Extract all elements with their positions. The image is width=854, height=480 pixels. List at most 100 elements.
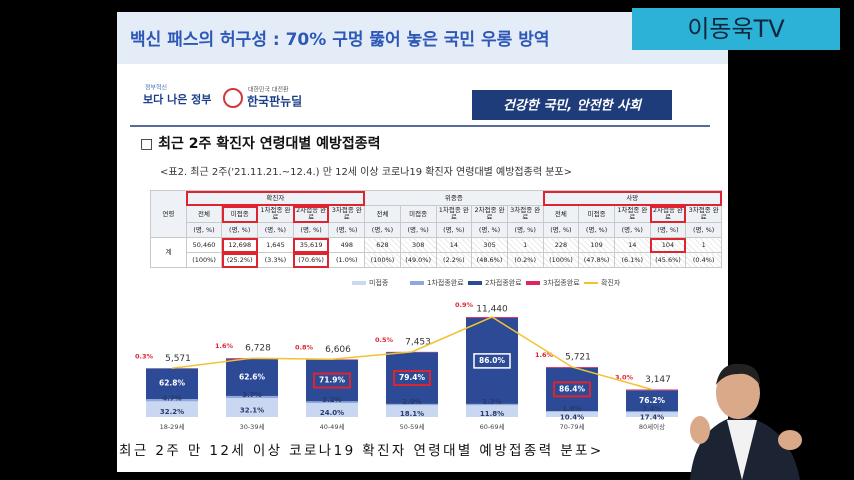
column-header: 전체 — [185, 205, 223, 223]
data-label: 3.0% — [615, 373, 634, 381]
count: 35,619 — [292, 237, 330, 253]
bar-segment — [386, 403, 438, 406]
data-label: 1.3% — [482, 398, 501, 406]
unit: (명, %) — [578, 222, 615, 238]
bar-segment — [146, 401, 198, 417]
total-label: 6,728 — [245, 344, 271, 354]
legend-swatch — [526, 281, 540, 285]
bar-segment — [546, 410, 598, 412]
legend-swatch — [352, 281, 366, 285]
section-title: □ 최근 2주 확진자 연령대별 예방접종력 — [140, 135, 381, 152]
channel: 이동욱TV — [687, 15, 785, 43]
unit: (명, %) — [649, 222, 687, 238]
data-table: 연령 확진자 위중증 사망 전체 미접종 1차접종 완료 2차접종 완료 3차접종 완료 전체 미접… — [150, 190, 723, 268]
count: 1,645 — [257, 237, 294, 253]
unit: (명, %) — [613, 222, 651, 238]
bar-segment — [386, 405, 438, 417]
unit: (명, %) — [542, 222, 580, 238]
column-header: 3차접종 완료 — [328, 205, 366, 223]
footer-bg — [117, 437, 657, 465]
data-label: 2.0% — [402, 398, 421, 406]
count: 104 — [649, 237, 687, 253]
legend-label: 2차접종완료 — [485, 278, 522, 287]
x-tick-label: 70-79세 — [560, 422, 585, 431]
data-label: 0.8% — [295, 343, 314, 351]
bar-segment — [626, 390, 678, 412]
bar-segment — [626, 411, 678, 413]
presenter-hand — [778, 430, 802, 450]
caption: <표2. 최근 2주('21.11.21.~12.4.) 만 12세 이상 코로… — [160, 166, 572, 178]
legend-label: 1차접종완료 — [427, 278, 464, 287]
data-label: 1.6% — [535, 351, 554, 359]
table-row: (명, %) (명, %) (명, %) (명, %) (명, %) (명, %) (명, … — [151, 222, 722, 238]
bar-segment — [546, 411, 598, 417]
count: 14 — [435, 237, 473, 253]
count: 628 — [364, 237, 401, 253]
column-header: 전체 — [542, 205, 580, 223]
data-label: 1.6% — [562, 405, 581, 413]
logo-small: 정부혁신 — [145, 84, 167, 92]
highlight-box — [313, 372, 351, 389]
x-tick-label: 30-39세 — [240, 422, 265, 431]
unit: (명, %) — [364, 222, 401, 238]
slogan-band — [472, 90, 672, 120]
bar-segment — [626, 389, 678, 391]
total-label: 7,453 — [405, 337, 431, 347]
bar-segment — [146, 399, 198, 402]
age-header: 연령 — [150, 190, 187, 238]
data-label: 86.0% — [479, 356, 506, 365]
presenter-head — [716, 367, 760, 419]
table-row: 연령 확진자 위중증 사망 — [150, 190, 723, 238]
data-label: 71.9% — [319, 376, 346, 385]
total-label: 5,571 — [165, 354, 191, 364]
share: (0.4%) — [685, 252, 722, 268]
data-label: 32.1% — [240, 407, 264, 415]
share: (3.3%) — [257, 252, 294, 268]
group-header: 확진자 — [185, 190, 366, 206]
data-label: 3.4% — [642, 405, 661, 413]
count: 14 — [613, 237, 651, 253]
unit: (명, %) — [435, 222, 473, 238]
column-header: 3차접종 완료 — [685, 205, 722, 223]
column-header: 1차접종 완료 — [435, 205, 473, 223]
table-row: 계 50,460 12,698 1,645 35,619 498 628 308 14 305 1 2… — [150, 237, 722, 268]
share: (45.6%) — [649, 252, 687, 268]
highlight-box — [553, 381, 591, 398]
count: 1 — [506, 237, 544, 253]
count: 305 — [471, 237, 508, 253]
x-tick-label: 40-49세 — [320, 422, 345, 431]
group-header: 사망 — [542, 190, 723, 206]
footer-caption: 최근 2주 만 12세 이상 코로나19 확진자 연령대별 예방접종력 분포> — [119, 443, 604, 459]
unit: (명, %) — [257, 222, 294, 238]
share: (100%) — [185, 252, 223, 268]
presenter-shirt — [727, 420, 757, 480]
logo: 보다 나은 정부 — [143, 92, 211, 106]
total-label: 6,606 — [325, 345, 351, 355]
x-tick-label: 60-69세 — [480, 422, 505, 431]
logo-small: 대한민국 대전환 — [248, 86, 289, 94]
bar-segment — [226, 398, 278, 417]
share: (70.6%) — [292, 252, 330, 268]
legend-swatch — [468, 281, 482, 285]
share: (6.1%) — [613, 252, 651, 268]
x-tick-label: 18-29세 — [160, 422, 185, 431]
data-label: 11.8% — [480, 410, 504, 418]
unit: (명, %) — [221, 222, 259, 238]
data-label: 18.1% — [400, 410, 424, 418]
presenter-hair — [716, 363, 760, 385]
logo: 한국판뉴딜 — [247, 94, 302, 109]
share: (2.2%) — [435, 252, 473, 268]
channel-box — [632, 8, 840, 50]
bar-segment — [306, 401, 358, 404]
share: (25.2%) — [221, 252, 259, 268]
share: (0.2%) — [506, 252, 544, 268]
column-header: 3차접종 완료 — [506, 205, 544, 223]
share: (100%) — [542, 252, 580, 268]
x-tick-label: 50-59세 — [400, 422, 425, 431]
data-label: 79.4% — [399, 373, 426, 382]
unit: (명, %) — [292, 222, 330, 238]
data-label: 24.0% — [320, 409, 344, 417]
highlight-box — [393, 370, 431, 387]
data-label: 0.3% — [135, 352, 154, 360]
